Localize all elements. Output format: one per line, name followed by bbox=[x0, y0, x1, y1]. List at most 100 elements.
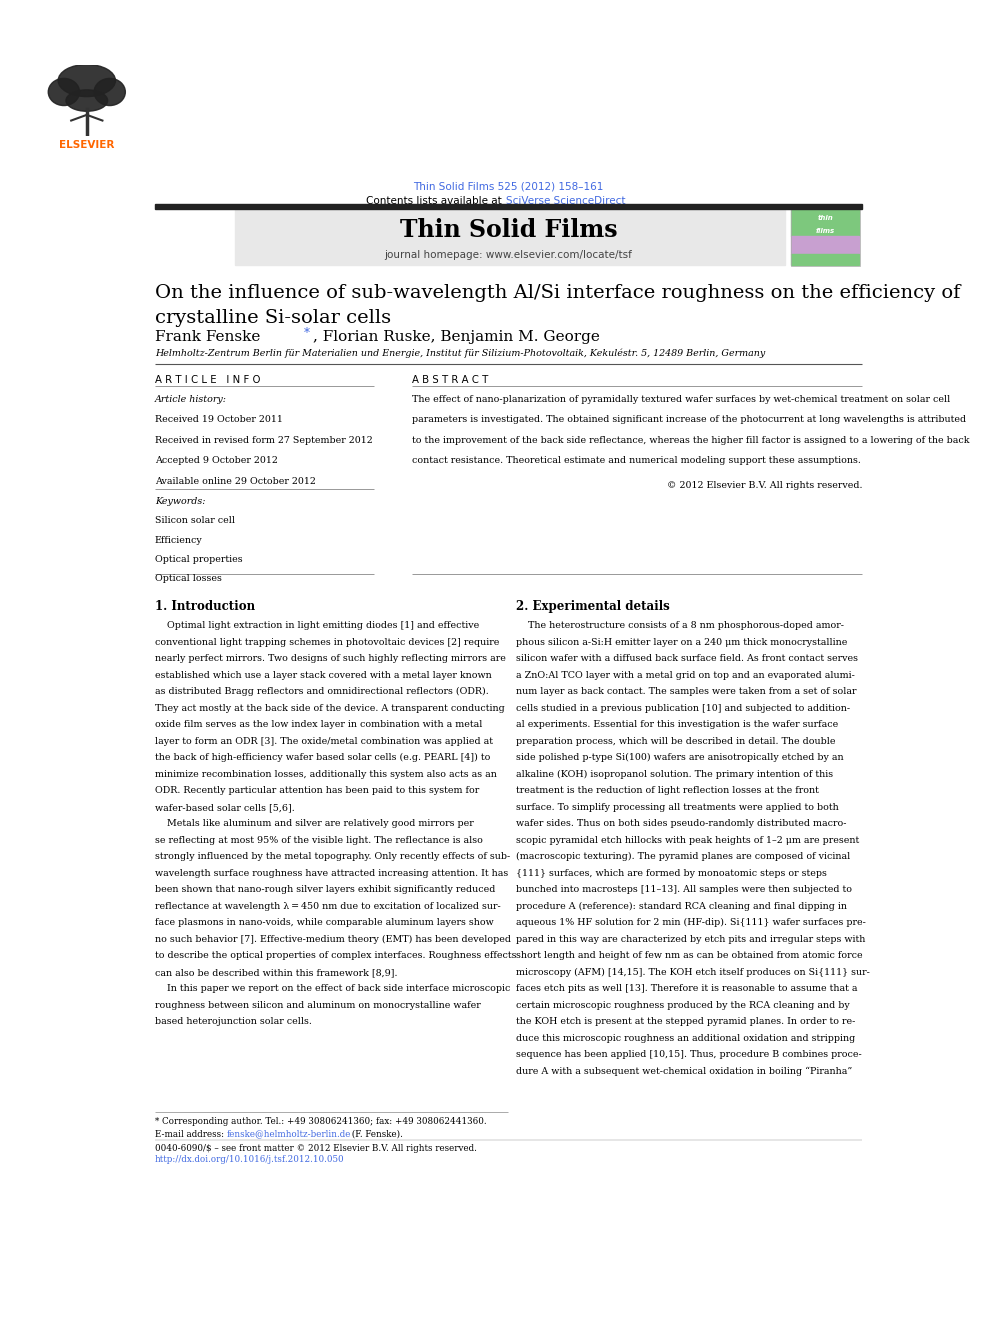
Text: a ZnO:Al TCO layer with a metal grid on top and an evaporated alumi-: a ZnO:Al TCO layer with a metal grid on … bbox=[516, 671, 855, 680]
Text: Keywords:: Keywords: bbox=[155, 497, 205, 505]
Text: side polished p-type Si(100) wafers are anisotropically etched by an: side polished p-type Si(100) wafers are … bbox=[516, 753, 844, 762]
Text: (macroscopic texturing). The pyramid planes are composed of vicinal: (macroscopic texturing). The pyramid pla… bbox=[516, 852, 850, 861]
Text: phous silicon a-Si:H emitter layer on a 240 μm thick monocrystalline: phous silicon a-Si:H emitter layer on a … bbox=[516, 638, 847, 647]
Text: face plasmons in nano-voids, while comparable aluminum layers show: face plasmons in nano-voids, while compa… bbox=[155, 918, 493, 927]
Text: been shown that nano-rough silver layers exhibit significantly reduced: been shown that nano-rough silver layers… bbox=[155, 885, 495, 894]
Text: reflectance at wavelength λ = 450 nm due to excitation of localized sur-: reflectance at wavelength λ = 450 nm due… bbox=[155, 902, 501, 910]
Text: based heterojunction solar cells.: based heterojunction solar cells. bbox=[155, 1017, 311, 1027]
Text: films: films bbox=[815, 228, 834, 234]
Bar bbox=[155, 204, 862, 209]
Text: They act mostly at the back side of the device. A transparent conducting: They act mostly at the back side of the … bbox=[155, 704, 505, 713]
Text: silicon wafer with a diffused back surface field. As front contact serves: silicon wafer with a diffused back surfa… bbox=[516, 655, 858, 663]
Text: se reflecting at most 95% of the visible light. The reflectance is also: se reflecting at most 95% of the visible… bbox=[155, 836, 483, 845]
Text: Optical losses: Optical losses bbox=[155, 574, 221, 583]
Text: 1. Introduction: 1. Introduction bbox=[155, 599, 255, 613]
Text: Efficiency: Efficiency bbox=[155, 536, 202, 545]
Text: {111} surfaces, which are formed by monoatomic steps or steps: {111} surfaces, which are formed by mono… bbox=[516, 869, 827, 877]
Text: to describe the optical properties of complex interfaces. Roughness effects: to describe the optical properties of co… bbox=[155, 951, 516, 960]
Text: wafer sides. Thus on both sides pseudo-randomly distributed macro-: wafer sides. Thus on both sides pseudo-r… bbox=[516, 819, 846, 828]
Text: duce this microscopic roughness an additional oxidation and stripping: duce this microscopic roughness an addit… bbox=[516, 1033, 855, 1043]
Text: sequence has been applied [10,15]. Thus, procedure B combines proce-: sequence has been applied [10,15]. Thus,… bbox=[516, 1050, 862, 1060]
Text: procedure A (reference): standard RCA cleaning and final dipping in: procedure A (reference): standard RCA cl… bbox=[516, 902, 847, 912]
Ellipse shape bbox=[49, 78, 79, 106]
Text: can also be described within this framework [8,9].: can also be described within this framew… bbox=[155, 968, 397, 976]
Text: Frank Fenske: Frank Fenske bbox=[155, 329, 265, 344]
Ellipse shape bbox=[94, 78, 125, 106]
Text: roughness between silicon and aluminum on monocrystalline wafer: roughness between silicon and aluminum o… bbox=[155, 1000, 480, 1009]
Ellipse shape bbox=[59, 65, 115, 97]
Text: ODR. Recently particular attention has been paid to this system for: ODR. Recently particular attention has b… bbox=[155, 786, 479, 795]
Text: alkaline (KOH) isopropanol solution. The primary intention of this: alkaline (KOH) isopropanol solution. The… bbox=[516, 770, 833, 779]
Text: short length and height of few nm as can be obtained from atomic force: short length and height of few nm as can… bbox=[516, 951, 863, 960]
Text: (F. Fenske).: (F. Fenske). bbox=[349, 1130, 403, 1139]
Text: pared in this way are characterized by etch pits and irregular steps with: pared in this way are characterized by e… bbox=[516, 935, 865, 943]
Text: http://dx.doi.org/10.1016/j.tsf.2012.10.050: http://dx.doi.org/10.1016/j.tsf.2012.10.… bbox=[155, 1155, 344, 1164]
Text: contact resistance. Theoretical estimate and numerical modeling support these as: contact resistance. Theoretical estimate… bbox=[413, 456, 861, 466]
Text: On the influence of sub-wavelength Al/Si interface roughness on the efficiency o: On the influence of sub-wavelength Al/Si… bbox=[155, 284, 960, 327]
Text: A R T I C L E   I N F O: A R T I C L E I N F O bbox=[155, 374, 260, 385]
Text: Accepted 9 October 2012: Accepted 9 October 2012 bbox=[155, 456, 278, 466]
Text: Optical properties: Optical properties bbox=[155, 556, 242, 564]
Bar bbox=[792, 208, 859, 237]
Text: Optimal light extraction in light emitting diodes [1] and effective: Optimal light extraction in light emitti… bbox=[155, 622, 479, 630]
Bar bbox=[792, 237, 859, 254]
Text: faces etch pits as well [13]. Therefore it is reasonable to assume that a: faces etch pits as well [13]. Therefore … bbox=[516, 984, 858, 994]
Text: the back of high-efficiency wafer based solar cells (e.g. PEARL [4]) to: the back of high-efficiency wafer based … bbox=[155, 753, 490, 762]
Text: 2. Experimental details: 2. Experimental details bbox=[516, 599, 670, 613]
Text: *: * bbox=[304, 327, 310, 340]
Text: treatment is the reduction of light reflection losses at the front: treatment is the reduction of light refl… bbox=[516, 786, 819, 795]
Text: surface. To simplify processing all treatments were applied to both: surface. To simplify processing all trea… bbox=[516, 803, 839, 812]
Text: the KOH etch is present at the stepped pyramid planes. In order to re-: the KOH etch is present at the stepped p… bbox=[516, 1017, 855, 1027]
Text: preparation process, which will be described in detail. The double: preparation process, which will be descr… bbox=[516, 737, 835, 746]
Text: ELSEVIER: ELSEVIER bbox=[60, 140, 114, 149]
Text: Received 19 October 2011: Received 19 October 2011 bbox=[155, 415, 283, 425]
Text: Thin Solid Films: Thin Solid Films bbox=[400, 218, 617, 242]
Ellipse shape bbox=[65, 90, 108, 111]
Bar bbox=[235, 208, 786, 265]
Text: fenske@helmholtz-berlin.de: fenske@helmholtz-berlin.de bbox=[227, 1130, 351, 1139]
Text: conventional light trapping schemes in photovoltaic devices [2] require: conventional light trapping schemes in p… bbox=[155, 638, 499, 647]
Text: no such behavior [7]. Effective-medium theory (EMT) has been developed: no such behavior [7]. Effective-medium t… bbox=[155, 935, 511, 943]
Text: Received in revised form 27 September 2012: Received in revised form 27 September 20… bbox=[155, 435, 373, 445]
Text: oxide film serves as the low index layer in combination with a metal: oxide film serves as the low index layer… bbox=[155, 720, 482, 729]
Text: as distributed Bragg reflectors and omnidirectional reflectors (ODR).: as distributed Bragg reflectors and omni… bbox=[155, 687, 488, 696]
Text: established which use a layer stack covered with a metal layer known: established which use a layer stack cove… bbox=[155, 671, 491, 680]
Text: © 2012 Elsevier B.V. All rights reserved.: © 2012 Elsevier B.V. All rights reserved… bbox=[667, 480, 862, 490]
Text: Thin Solid Films 525 (2012) 158–161: Thin Solid Films 525 (2012) 158–161 bbox=[414, 181, 603, 191]
Text: minimize recombination losses, additionally this system also acts as an: minimize recombination losses, additiona… bbox=[155, 770, 497, 779]
Text: num layer as back contact. The samples were taken from a set of solar: num layer as back contact. The samples w… bbox=[516, 687, 856, 696]
Text: SciVerse ScienceDirect: SciVerse ScienceDirect bbox=[506, 196, 626, 206]
Text: cells studied in a previous publication [10] and subjected to addition-: cells studied in a previous publication … bbox=[516, 704, 850, 713]
Text: parameters is investigated. The obtained significant increase of the photocurren: parameters is investigated. The obtained… bbox=[413, 415, 966, 425]
Text: wavelength surface roughness have attracted increasing attention. It has: wavelength surface roughness have attrac… bbox=[155, 869, 508, 877]
Text: In this paper we report on the effect of back side interface microscopic: In this paper we report on the effect of… bbox=[155, 984, 510, 994]
Bar bbox=[791, 208, 860, 266]
Bar bbox=[792, 254, 859, 265]
Text: E-mail address:: E-mail address: bbox=[155, 1130, 226, 1139]
Text: The effect of nano-planarization of pyramidally textured wafer surfaces by wet-c: The effect of nano-planarization of pyra… bbox=[413, 396, 950, 404]
Text: microscopy (AFM) [14,15]. The KOH etch itself produces on Si{111} sur-: microscopy (AFM) [14,15]. The KOH etch i… bbox=[516, 968, 870, 976]
Text: Silicon solar cell: Silicon solar cell bbox=[155, 516, 235, 525]
Text: 0040-6090/$ – see front matter © 2012 Elsevier B.V. All rights reserved.: 0040-6090/$ – see front matter © 2012 El… bbox=[155, 1144, 476, 1152]
Text: strongly influenced by the metal topography. Only recently effects of sub-: strongly influenced by the metal topogra… bbox=[155, 852, 510, 861]
Text: Metals like aluminum and silver are relatively good mirrors per: Metals like aluminum and silver are rela… bbox=[155, 819, 473, 828]
Text: nearly perfect mirrors. Two designs of such highly reflecting mirrors are: nearly perfect mirrors. Two designs of s… bbox=[155, 655, 506, 663]
Text: scopic pyramidal etch hillocks with peak heights of 1–2 μm are present: scopic pyramidal etch hillocks with peak… bbox=[516, 836, 859, 845]
Text: The heterostructure consists of a 8 nm phosphorous-doped amor-: The heterostructure consists of a 8 nm p… bbox=[516, 622, 844, 630]
Text: Contents lists available at: Contents lists available at bbox=[366, 196, 505, 206]
Text: thin: thin bbox=[817, 214, 833, 221]
Text: , Florian Ruske, Benjamin M. George: , Florian Ruske, Benjamin M. George bbox=[313, 329, 600, 344]
Text: Article history:: Article history: bbox=[155, 396, 227, 404]
Text: Helmholtz-Zentrum Berlin für Materialien und Energie, Institut für Silizium-Phot: Helmholtz-Zentrum Berlin für Materialien… bbox=[155, 348, 765, 357]
Text: A B S T R A C T: A B S T R A C T bbox=[413, 374, 488, 385]
Text: Available online 29 October 2012: Available online 29 October 2012 bbox=[155, 476, 315, 486]
Text: bunched into macrosteps [11–13]. All samples were then subjected to: bunched into macrosteps [11–13]. All sam… bbox=[516, 885, 852, 894]
Text: aqueous 1% HF solution for 2 min (HF-dip). Si{111} wafer surfaces pre-: aqueous 1% HF solution for 2 min (HF-dip… bbox=[516, 918, 866, 927]
Text: journal homepage: www.elsevier.com/locate/tsf: journal homepage: www.elsevier.com/locat… bbox=[385, 250, 632, 261]
Text: wafer-based solar cells [5,6].: wafer-based solar cells [5,6]. bbox=[155, 803, 295, 812]
Text: to the improvement of the back side reflectance, whereas the higher fill factor : to the improvement of the back side refl… bbox=[413, 435, 970, 445]
Text: layer to form an ODR [3]. The oxide/metal combination was applied at: layer to form an ODR [3]. The oxide/meta… bbox=[155, 737, 493, 746]
Text: al experiments. Essential for this investigation is the wafer surface: al experiments. Essential for this inves… bbox=[516, 720, 838, 729]
Text: certain microscopic roughness produced by the RCA cleaning and by: certain microscopic roughness produced b… bbox=[516, 1000, 850, 1009]
Text: * Corresponding author. Tel.: +49 30806241360; fax: +49 308062441360.: * Corresponding author. Tel.: +49 308062… bbox=[155, 1118, 486, 1126]
